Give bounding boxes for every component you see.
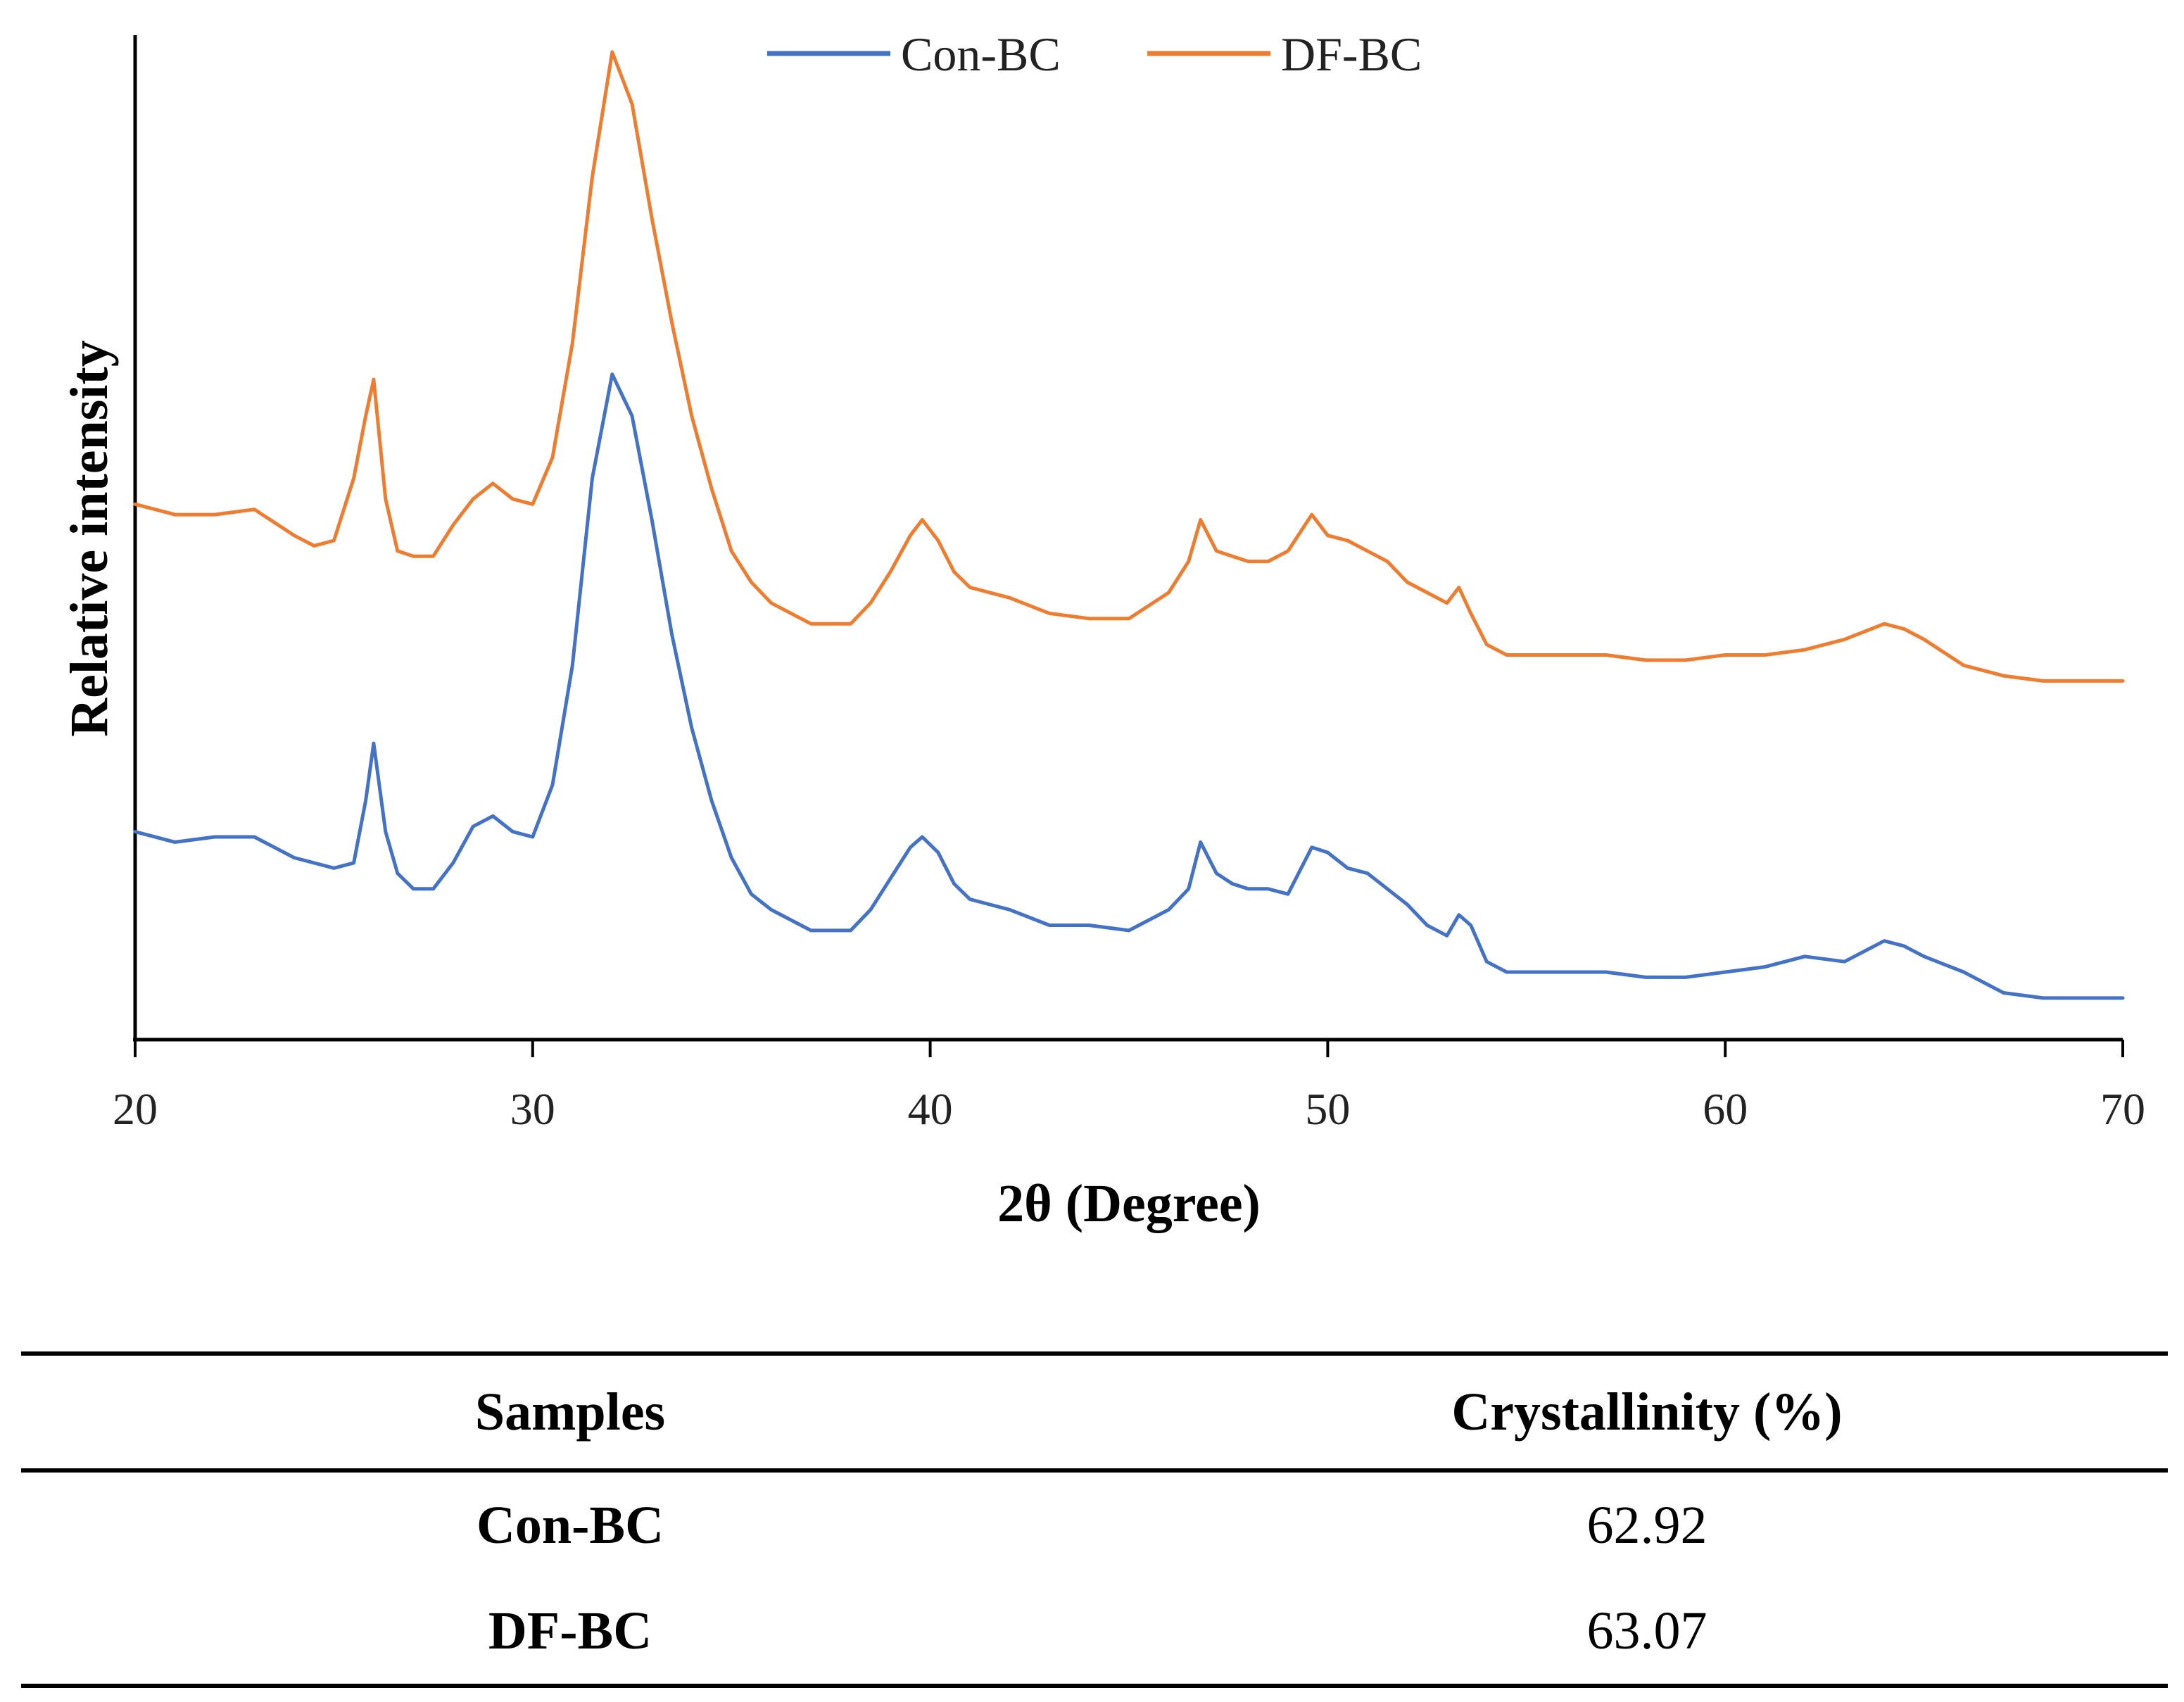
sample-name: Con-BC <box>476 1495 664 1555</box>
series-line-con-bc <box>133 372 2125 1000</box>
y-axis-title: Relative intensity <box>60 340 119 737</box>
sample-name: DF-BC <box>488 1601 652 1660</box>
table-header-row: Samples Crystallinity (%) <box>21 1354 2168 1470</box>
table-row: DF-BC 63.07 <box>21 1578 2168 1686</box>
xrd-chart: Con-BC DF-BC 20 30 40 50 60 70 2θ (Degre… <box>60 27 2145 1233</box>
x-tick-labels: 20 30 40 50 60 70 <box>113 1084 2145 1134</box>
crystallinity-table: Samples Crystallinity (%) Con-BC 62.92 D… <box>21 1351 2168 1688</box>
header-crystallinity: Crystallinity (%) <box>1451 1382 1843 1442</box>
x-tick-label-40: 40 <box>908 1084 953 1134</box>
x-tick-label-30: 30 <box>510 1084 555 1134</box>
x-tick-label-70: 70 <box>2100 1084 2145 1134</box>
header-samples: Samples <box>474 1382 666 1442</box>
x-axis-title: 2θ (Degree) <box>997 1174 1261 1233</box>
series-line-df-bc <box>133 50 2125 683</box>
crystallinity-value: 63.07 <box>1586 1601 1708 1660</box>
crystallinity-value: 62.92 <box>1586 1495 1708 1555</box>
x-tick-label-60: 60 <box>1703 1084 1748 1134</box>
legend-label-df-bc: DF-BC <box>1281 27 1422 81</box>
legend-label-con-bc: Con-BC <box>901 27 1061 81</box>
x-tick-label-20: 20 <box>113 1084 158 1134</box>
legend: Con-BC DF-BC <box>767 27 1422 81</box>
x-tick-label-50: 50 <box>1305 1084 1350 1134</box>
table-row: Con-BC 62.92 <box>21 1470 2168 1578</box>
x-ticks <box>134 1040 2124 1057</box>
